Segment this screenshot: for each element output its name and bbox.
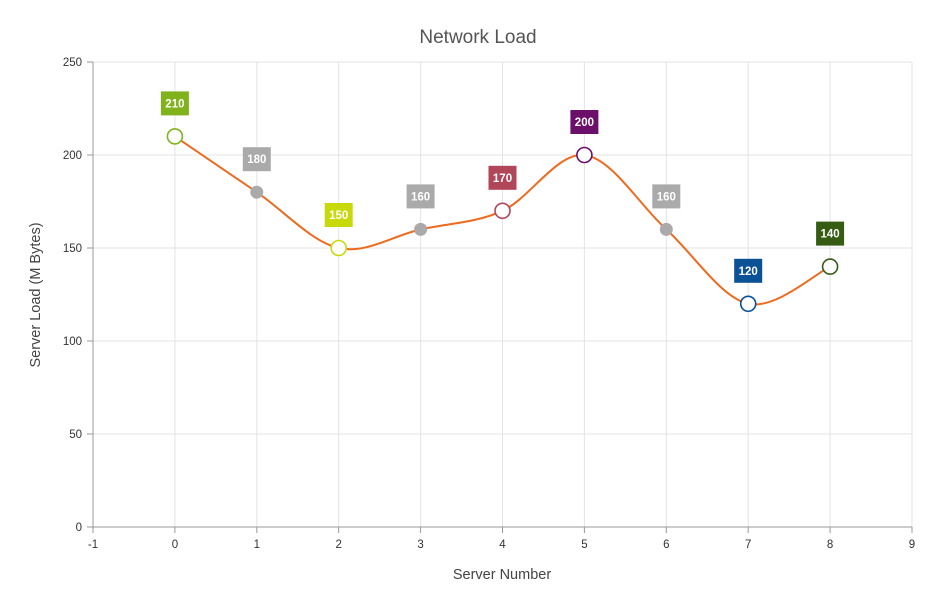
data-point-marker — [166, 128, 184, 145]
data-label-text: 170 — [493, 173, 512, 185]
data-label-box — [324, 203, 353, 227]
y-axis-title: Server Load (M Bytes) — [28, 222, 44, 367]
y-tick-label: 200 — [63, 150, 82, 162]
data-label: 160 — [652, 184, 681, 209]
data-point-marker — [494, 202, 511, 220]
data-label-box — [816, 221, 845, 246]
data-label-text: 140 — [821, 229, 840, 241]
data-point-marker — [821, 258, 839, 275]
x-tick-label: 6 — [663, 539, 669, 551]
data-label-box — [734, 258, 763, 283]
x-tick-label: 7 — [745, 539, 751, 551]
data-labels: 210 180 150 160 170 200 160 120 140 — [160, 91, 845, 283]
data-label-text: 160 — [657, 191, 676, 203]
data-label-box — [242, 147, 271, 172]
data-label-box — [160, 91, 189, 116]
data-label: 120 — [734, 258, 763, 283]
data-label: 200 — [570, 110, 599, 134]
data-label-text: 150 — [329, 210, 348, 222]
data-point-marker — [330, 239, 348, 257]
data-point-marker — [414, 222, 428, 236]
x-axis-title: Server Number — [453, 567, 551, 583]
y-tick-label: 100 — [63, 336, 82, 348]
data-label-text: 120 — [739, 266, 758, 278]
x-tick-label: 5 — [581, 539, 587, 551]
data-label-box — [406, 184, 435, 209]
data-label-box — [652, 184, 681, 209]
x-tick-label: 2 — [335, 539, 341, 551]
data-point-marker — [576, 146, 593, 164]
data-label: 180 — [242, 147, 271, 172]
grid-lines — [93, 61, 913, 527]
data-point-marker — [250, 185, 264, 199]
x-tick-label: 1 — [254, 539, 260, 551]
data-label: 170 — [488, 165, 517, 190]
data-label-text: 160 — [411, 191, 430, 203]
chart-title: Network Load — [419, 27, 536, 48]
data-label-text: 180 — [247, 154, 266, 166]
x-tick-label: -1 — [88, 539, 98, 551]
tick-labels: -1 0 1 2 3 4 5 6 7 8 9 0 50 100 150 200 250 — [63, 57, 915, 551]
y-tick-label: 0 — [76, 522, 82, 534]
data-label-text: 200 — [575, 117, 594, 129]
axes — [87, 61, 913, 533]
data-label-box — [570, 110, 599, 134]
x-tick-label: 4 — [499, 539, 506, 551]
x-tick-label: 9 — [909, 539, 915, 551]
x-tick-label: 3 — [417, 539, 423, 551]
y-tick-label: 150 — [63, 243, 82, 255]
y-tick-label: 50 — [69, 429, 82, 441]
data-point-marker — [739, 295, 757, 313]
x-tick-label: 0 — [172, 539, 178, 551]
data-label: 150 — [324, 203, 353, 227]
x-tick-label: 8 — [827, 539, 833, 551]
data-markers — [166, 128, 839, 313]
data-label: 160 — [406, 184, 435, 209]
y-tick-label: 250 — [63, 57, 82, 69]
data-label-text: 210 — [165, 98, 184, 110]
data-label-box — [488, 165, 517, 190]
data-label: 140 — [816, 221, 845, 246]
data-point-marker — [659, 222, 673, 236]
data-label: 210 — [160, 91, 189, 116]
